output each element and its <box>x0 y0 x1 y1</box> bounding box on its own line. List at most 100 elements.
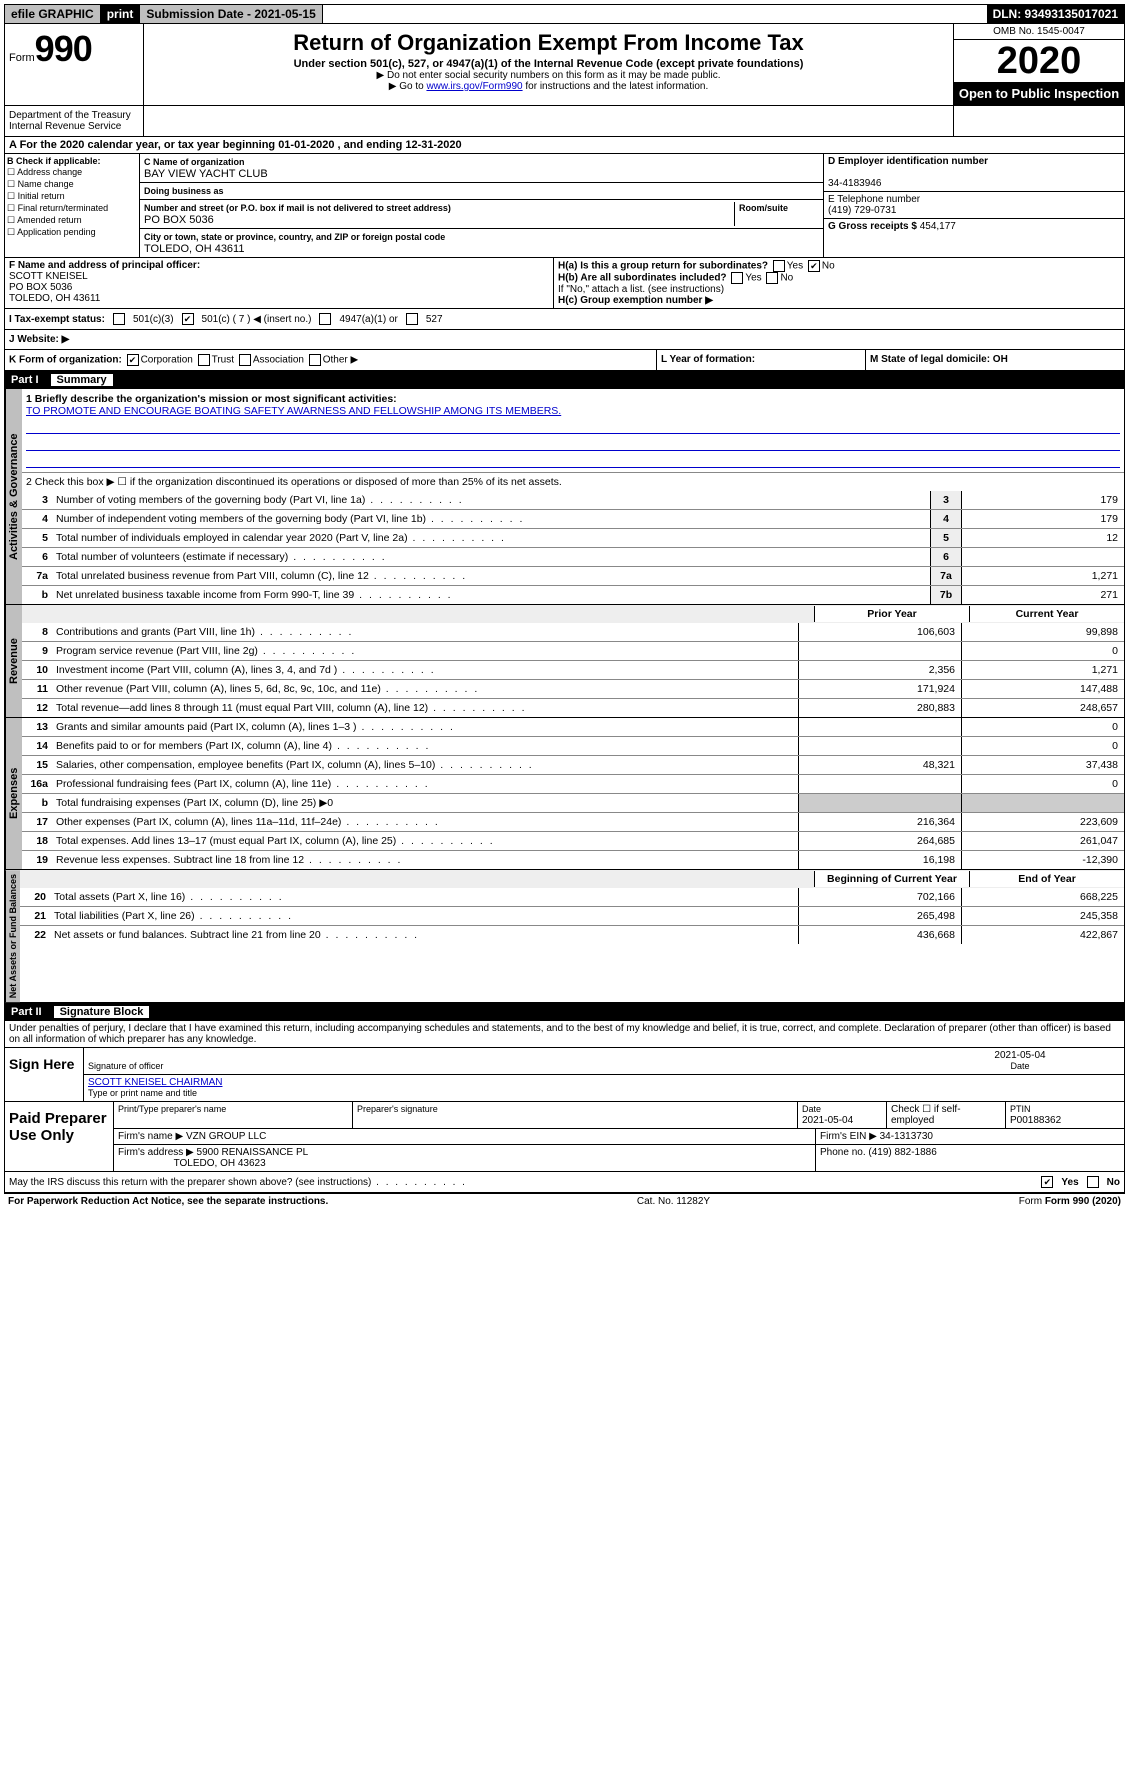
self-employed-cb[interactable]: Check ☐ if self-employed <box>891 1104 961 1126</box>
line-19: 19Revenue less expenses. Subtract line 1… <box>22 850 1124 869</box>
cb-name-change[interactable]: ☐ Name change <box>7 179 137 190</box>
form-title: Return of Organization Exempt From Incom… <box>152 30 945 56</box>
current-year-hdr: Current Year <box>969 606 1124 622</box>
cb-other[interactable] <box>309 354 321 366</box>
firm-ein: 34-1313730 <box>880 1131 933 1142</box>
print-button[interactable]: print <box>101 5 141 23</box>
officer-addr2: TOLEDO, OH 43611 <box>9 293 100 304</box>
form-word: Form <box>9 52 35 64</box>
h-c-label: H(c) Group exemption number ▶ <box>558 295 713 306</box>
discuss-no-cb[interactable] <box>1087 1176 1099 1188</box>
officer-label: F Name and address of principal officer: <box>9 260 200 271</box>
beginning-year-hdr: Beginning of Current Year <box>814 871 969 887</box>
h-b-label: H(b) Are all subordinates included? <box>558 273 727 284</box>
right-header-box: OMB No. 1545-0047 2020 Open to Public In… <box>953 24 1124 105</box>
box-b: B Check if applicable: ☐ Address change … <box>5 154 140 257</box>
line-11: 11Other revenue (Part VIII, column (A), … <box>22 679 1124 698</box>
signature-section: Sign Here Signature of officer 2021-05-0… <box>4 1048 1125 1102</box>
part2-header: Part II Signature Block <box>4 1003 1125 1021</box>
discuss-row: May the IRS discuss this return with the… <box>4 1172 1125 1193</box>
org-city: TOLEDO, OH 43611 <box>144 243 244 255</box>
summary-line-6: 6Total number of volunteers (estimate if… <box>22 547 1124 566</box>
cb-initial-return[interactable]: ☐ Initial return <box>7 191 137 202</box>
cb-527[interactable] <box>406 313 418 325</box>
cb-address-change[interactable]: ☐ Address change <box>7 167 137 178</box>
form-title-area: Return of Organization Exempt From Incom… <box>144 24 953 105</box>
box-h: H(a) Is this a group return for subordin… <box>554 258 1124 308</box>
section-bcdeg: B Check if applicable: ☐ Address change … <box>4 154 1125 258</box>
cb-trust[interactable] <box>198 354 210 366</box>
officer-addr1: PO BOX 5036 <box>9 282 72 293</box>
line-17: 17Other expenses (Part IX, column (A), l… <box>22 812 1124 831</box>
dba-label: Doing business as <box>144 186 224 196</box>
part2-label: Part II <box>11 1006 42 1018</box>
cb-final-return[interactable]: ☐ Final return/terminated <box>7 203 137 214</box>
prep-date: 2021-05-04 <box>802 1115 853 1126</box>
cb-501c3[interactable] <box>113 313 125 325</box>
phone-label: E Telephone number <box>828 194 920 205</box>
omb-number: OMB No. 1545-0047 <box>954 24 1124 40</box>
discuss-yes-cb[interactable]: ✔ <box>1041 1176 1053 1188</box>
part1-body: Activities & Governance 1 Briefly descri… <box>4 389 1125 1003</box>
hb-yes-cb[interactable] <box>731 272 743 284</box>
box-k: K Form of organization: ✔Corporation Tru… <box>5 350 657 370</box>
cb-corp[interactable]: ✔ <box>127 354 139 366</box>
submission-date: Submission Date - 2021-05-15 <box>140 5 322 23</box>
gross-receipts-label: G Gross receipts $ <box>828 221 920 232</box>
hb-no-cb[interactable] <box>766 272 778 284</box>
irs-link[interactable]: www.irs.gov/Form990 <box>426 81 522 92</box>
tax-status-label: I Tax-exempt status: <box>9 314 105 325</box>
part1-header: Part I Summary <box>4 371 1125 389</box>
ein-label: D Employer identification number <box>828 156 988 167</box>
firm-name: VZN GROUP LLC <box>186 1131 266 1142</box>
paid-preparer-label: Paid Preparer Use Only <box>5 1102 114 1171</box>
ha-no-cb[interactable]: ✔ <box>808 260 820 272</box>
line-22: 22Net assets or fund balances. Subtract … <box>20 925 1124 944</box>
cb-501c[interactable]: ✔ <box>182 313 194 325</box>
ein-value: 34-4183946 <box>828 178 881 189</box>
cb-amended[interactable]: ☐ Amended return <box>7 215 137 226</box>
row-j: J Website: ▶ <box>4 330 1125 350</box>
cb-4947[interactable] <box>319 313 331 325</box>
addr-label: Number and street (or P.O. box if mail i… <box>144 203 451 213</box>
line-16a: 16aProfessional fundraising fees (Part I… <box>22 774 1124 793</box>
row-a-tax-year: A For the 2020 calendar year, or tax yea… <box>4 137 1125 154</box>
box-m: M State of legal domicile: OH <box>866 350 1124 370</box>
open-to-public: Open to Public Inspection <box>954 82 1124 105</box>
pra-notice: For Paperwork Reduction Act Notice, see … <box>8 1196 328 1207</box>
line-15: 15Salaries, other compensation, employee… <box>22 755 1124 774</box>
org-address: PO BOX 5036 <box>144 214 214 226</box>
summary-line-3: 3Number of voting members of the governi… <box>22 491 1124 509</box>
h-b-note: If "No," attach a list. (see instruction… <box>558 284 1120 295</box>
ha-yes-cb[interactable] <box>773 260 785 272</box>
line-12: 12Total revenue—add lines 8 through 11 (… <box>22 698 1124 717</box>
part1-title: Summary <box>51 374 113 386</box>
cb-assoc[interactable] <box>239 354 251 366</box>
end-year-hdr: End of Year <box>969 871 1124 887</box>
cb-application-pending[interactable]: ☐ Application pending <box>7 227 137 238</box>
dln-label: DLN: 93493135017021 <box>987 5 1124 23</box>
subtitle-2: ▶ Do not enter social security numbers o… <box>152 70 945 81</box>
box-c: C Name of organization BAY VIEW YACHT CL… <box>140 154 823 257</box>
year-header-row: Prior Year Current Year <box>22 605 1124 623</box>
line-20: 20Total assets (Part X, line 16)702,1666… <box>20 888 1124 906</box>
room-label: Room/suite <box>739 203 788 213</box>
line-10: 10Investment income (Part VIII, column (… <box>22 660 1124 679</box>
section-fh: F Name and address of principal officer:… <box>4 258 1125 309</box>
line-b: bTotal fundraising expenses (Part IX, co… <box>22 793 1124 812</box>
h-a-label: H(a) Is this a group return for subordin… <box>558 261 768 272</box>
line-9: 9Program service revenue (Part VIII, lin… <box>22 641 1124 660</box>
row-klm: K Form of organization: ✔Corporation Tru… <box>4 350 1125 371</box>
part2-title: Signature Block <box>54 1006 150 1018</box>
balance-header-row: Beginning of Current Year End of Year <box>20 870 1124 888</box>
vlabel-ag: Activities & Governance <box>5 389 22 604</box>
form-header: Form990 Return of Organization Exempt Fr… <box>4 24 1125 106</box>
activities-governance: Activities & Governance 1 Briefly descri… <box>5 389 1124 604</box>
gross-receipts-value: 454,177 <box>920 221 956 232</box>
summary-line-5: 5Total number of individuals employed in… <box>22 528 1124 547</box>
officer-typed-name: SCOTT KNEISEL CHAIRMAN <box>88 1077 222 1088</box>
form-ref: Form Form 990 (2020) <box>1019 1196 1121 1207</box>
line-14: 14Benefits paid to or for members (Part … <box>22 736 1124 755</box>
website-label: J Website: ▶ <box>9 334 69 345</box>
box-f: F Name and address of principal officer:… <box>5 258 554 308</box>
